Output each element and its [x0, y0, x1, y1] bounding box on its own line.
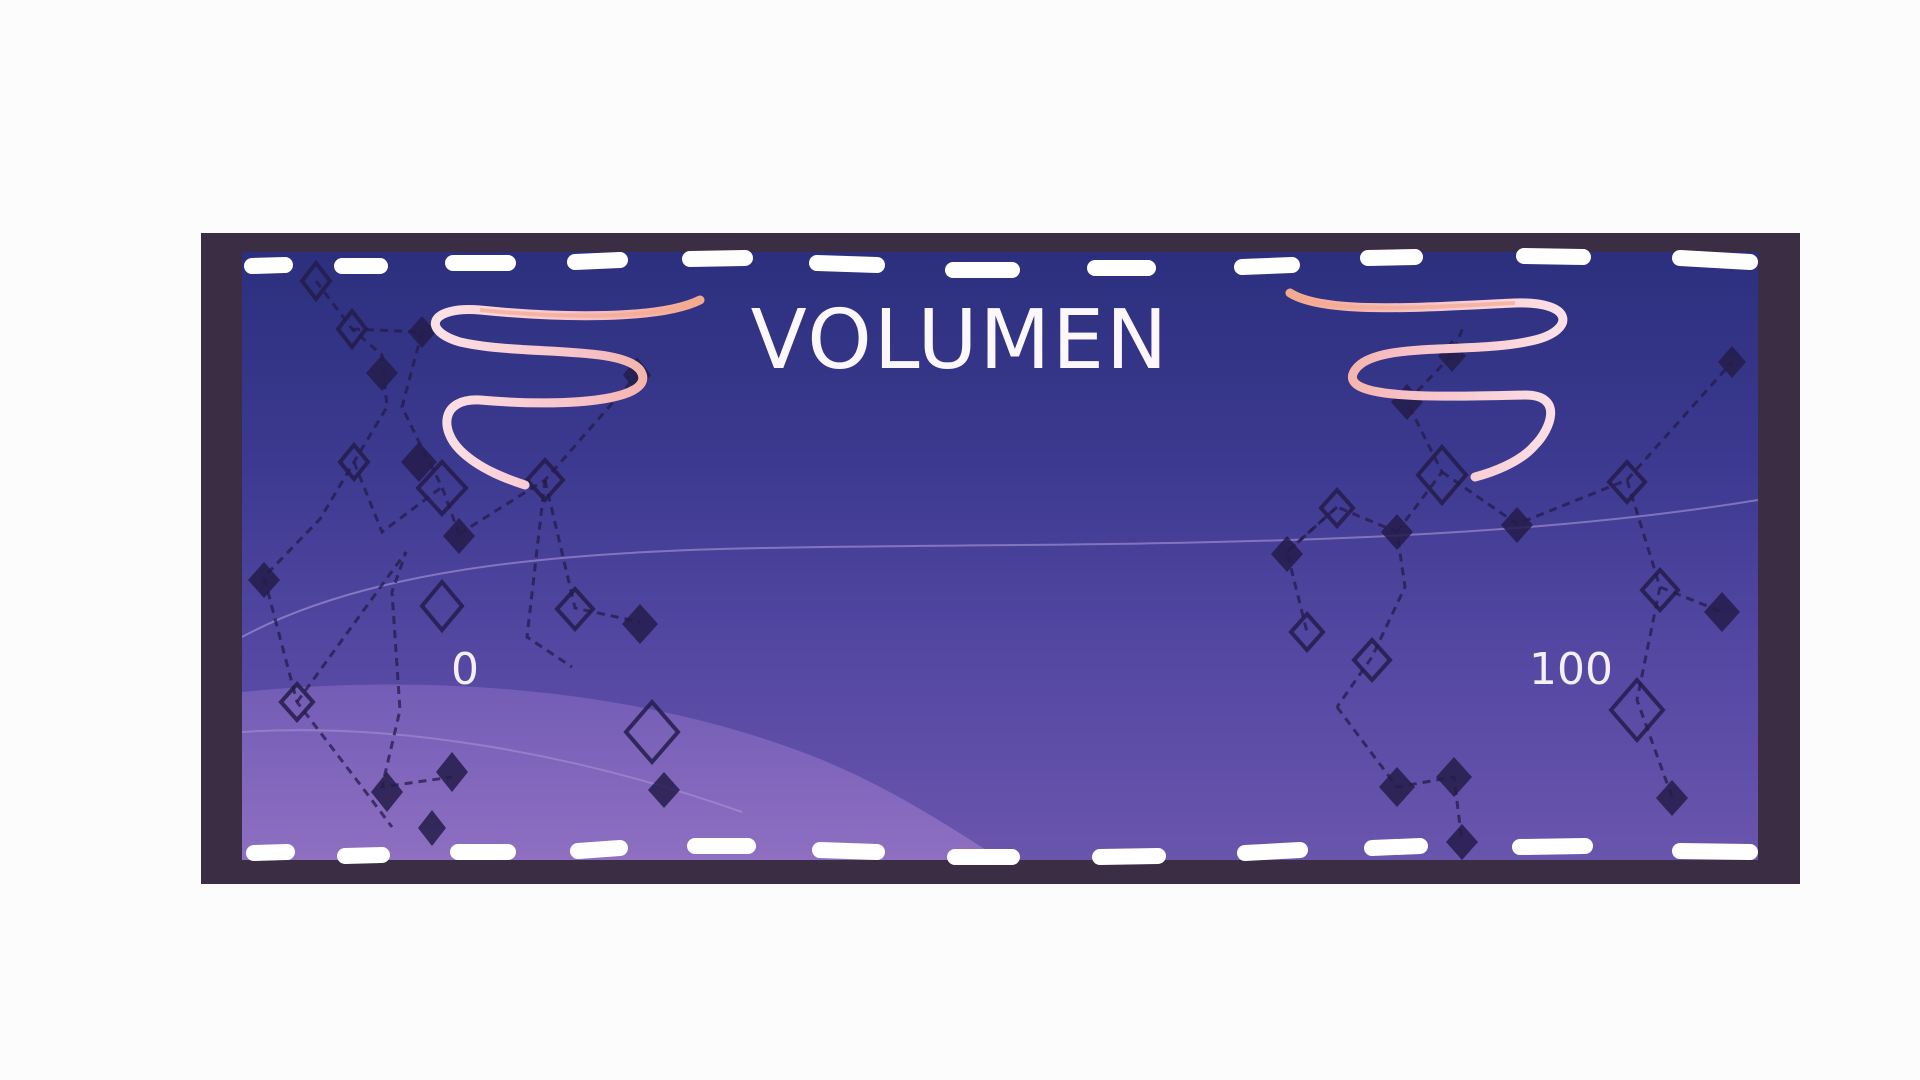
right-ribbon-icon	[1285, 288, 1568, 482]
background-pattern	[242, 259, 1758, 860]
slider-track[interactable]	[242, 499, 1758, 638]
network-nodes-outline	[278, 259, 1681, 766]
network-nodes-filled	[248, 316, 1746, 860]
panel-title: VOLUMEN	[750, 293, 1170, 388]
volume-panel	[242, 252, 1758, 860]
slider-min-label: 0	[451, 644, 479, 695]
slider-max-label: 100	[1529, 644, 1613, 695]
left-ribbon-icon	[431, 295, 705, 490]
